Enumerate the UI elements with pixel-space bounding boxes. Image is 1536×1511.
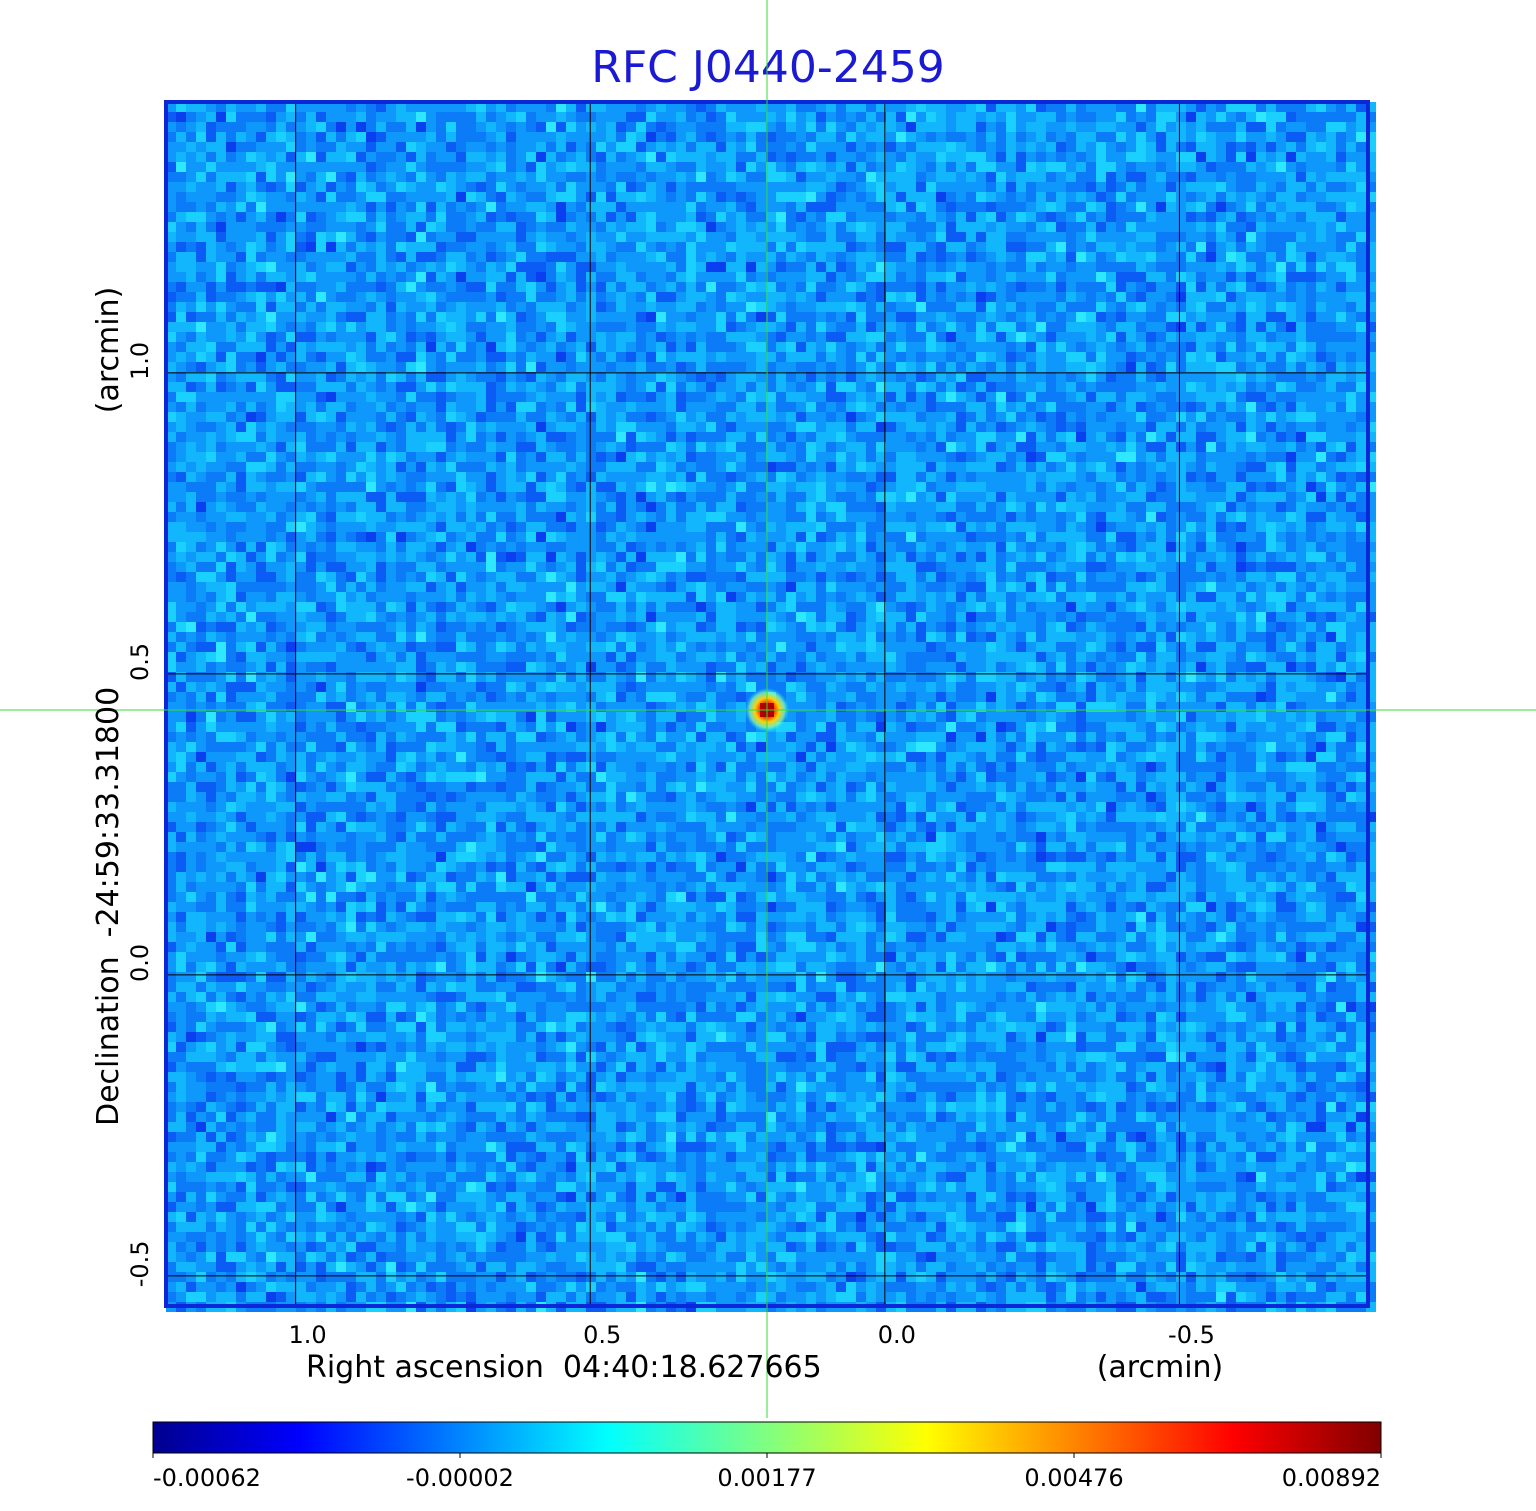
x-tick-labels: 1.0 0.5 0.0 -0.5 [289, 1321, 1215, 1349]
x-tick-label: 1.0 [289, 1321, 327, 1349]
coordinate-grid [166, 102, 1368, 1306]
colorbar [152, 1421, 1382, 1454]
y-tick-label: 1.0 [126, 342, 154, 380]
y-tick-label: 0.5 [126, 643, 154, 681]
colorbar-tick-label: 0.00476 [1024, 1464, 1123, 1492]
colorbar-tick-label: 0.00177 [717, 1464, 816, 1492]
x-tick-label: 0.5 [583, 1321, 621, 1349]
colorbar-tick-label: -0.00062 [153, 1464, 261, 1492]
crosshair [0, 0, 1536, 1418]
y-axis-unit: (arcmin) [91, 287, 126, 414]
chart-title: RFC J0440-2459 [591, 42, 945, 93]
colorbar-tick-label: -0.00002 [406, 1464, 514, 1492]
colorbar-tick-label: 0.00892 [1282, 1464, 1381, 1492]
y-tick-label: -0.5 [126, 1240, 154, 1287]
colorbar-tick-labels: -0.00062 -0.00002 0.00177 0.00476 0.00892 [152, 1453, 1382, 1492]
x-axis-label: Right ascension 04:40:18.627665 [306, 1350, 822, 1385]
x-tick-label: 0.0 [878, 1321, 916, 1349]
x-tick-label: -0.5 [1168, 1321, 1215, 1349]
y-axis-label: Declination -24:59:33.31800 [91, 687, 126, 1126]
y-tick-label: 0.0 [126, 944, 154, 982]
x-axis-unit: (arcmin) [1097, 1350, 1224, 1385]
y-tick-labels: -0.5 0.0 0.5 1.0 [126, 342, 154, 1288]
